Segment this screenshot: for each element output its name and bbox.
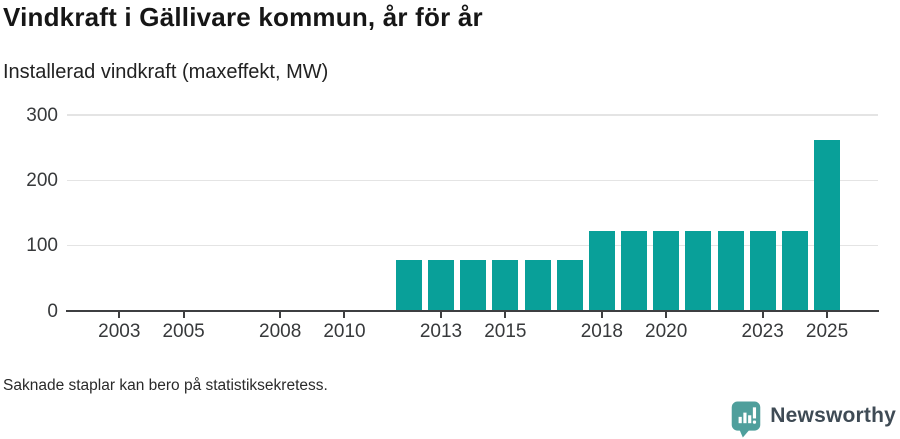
chart-subtitle: Installerad vindkraft (maxeffekt, MW) <box>3 61 329 83</box>
x-axis-tick-2010 <box>343 312 346 318</box>
gridline-300 <box>67 114 878 116</box>
x-axis-tick-label-2020: 2020 <box>645 321 688 342</box>
bar-2018 <box>588 231 615 311</box>
gridline-100 <box>67 244 878 247</box>
x-axis-tick-label-2023: 2023 <box>741 321 784 342</box>
x-axis-tick-2008 <box>279 312 282 318</box>
x-axis-tick-label-2005: 2005 <box>162 321 205 342</box>
chart-footnote: Saknade staplar kan bero på statistiksek… <box>3 377 328 394</box>
bar-2021 <box>685 231 712 311</box>
bar-2016 <box>524 260 551 311</box>
x-axis-tick-2015 <box>504 312 507 318</box>
y-axis-tick-label-200: 200 <box>26 169 58 191</box>
x-axis-tick-label-2010: 2010 <box>323 321 366 342</box>
bar-2024 <box>781 231 808 311</box>
x-axis-tick-label-2025: 2025 <box>805 321 849 342</box>
bar-2022 <box>717 231 744 311</box>
x-axis-tick-2025 <box>826 312 829 318</box>
x-axis-tick-2023 <box>761 312 764 318</box>
bar-2013 <box>428 260 454 311</box>
y-axis-tick-label-100: 100 <box>26 235 58 257</box>
x-axis-tick-label-2013: 2013 <box>419 321 463 342</box>
x-axis-tick-2005 <box>182 312 185 318</box>
newsworthy-brand: Newsworthy <box>731 400 896 438</box>
x-axis-tick-label-2015: 2015 <box>484 321 527 342</box>
newsworthy-brand-name: Newsworthy <box>770 404 896 427</box>
bar-2020 <box>653 231 680 311</box>
x-axis-tick-label-2008: 2008 <box>259 321 302 342</box>
bar-2019 <box>621 231 648 311</box>
x-axis-tick-2013 <box>440 312 442 318</box>
bar-2012 <box>395 260 422 311</box>
bar-2025 <box>814 139 841 311</box>
y-axis-tick-label-0: 0 <box>47 300 58 322</box>
x-axis-tick-2018 <box>600 312 603 318</box>
x-axis-tick-2003 <box>118 312 121 318</box>
x-axis-tick-2020 <box>665 312 668 318</box>
bar-2015 <box>492 260 519 311</box>
y-axis-tick-label-300: 300 <box>26 104 58 126</box>
x-axis-tick-label-2003: 2003 <box>98 321 141 342</box>
chart-title: Vindkraft i Gällivare kommun, år för år <box>3 2 483 32</box>
x-axis-tick-label-2018: 2018 <box>580 321 623 342</box>
x-axis-line <box>66 309 879 312</box>
gridline-200 <box>67 179 878 182</box>
bar-2014 <box>460 260 487 311</box>
bar-2017 <box>556 260 583 311</box>
newsworthy-logo-icon <box>732 401 761 438</box>
bar-2023 <box>749 231 776 311</box>
